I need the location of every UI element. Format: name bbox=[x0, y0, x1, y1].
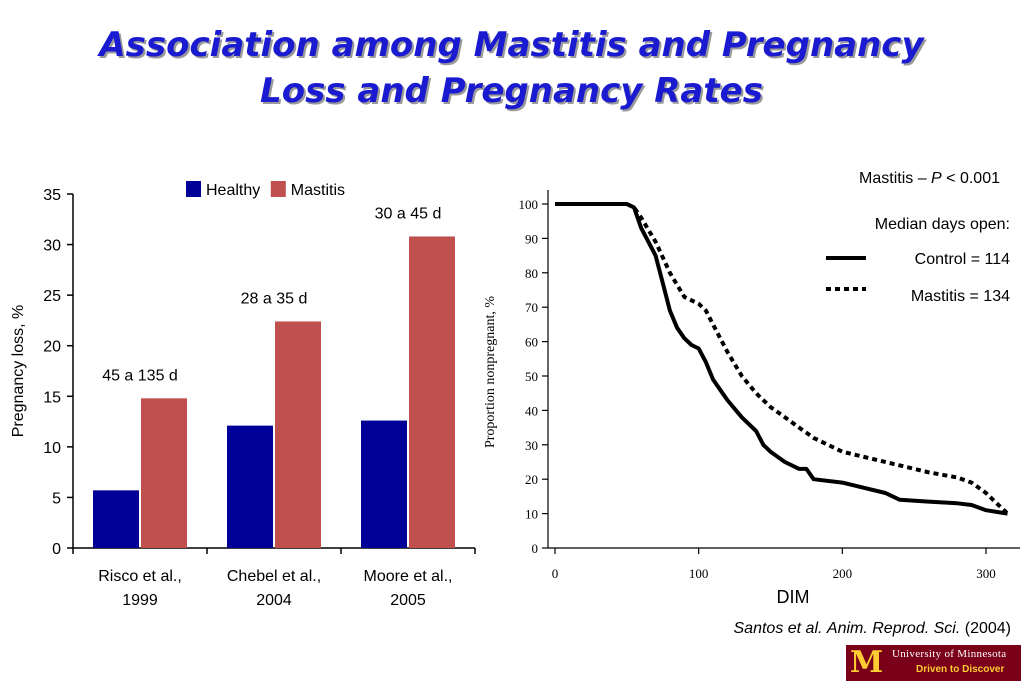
stat-label: Mastitis – P < 0.001 bbox=[859, 170, 1000, 187]
bar-mastitis bbox=[141, 398, 187, 548]
legend-swatch-mastitis bbox=[270, 181, 286, 197]
line-y-tick-label: 50 bbox=[525, 369, 538, 384]
citation-journal: Anim. Reprod. Sci. bbox=[826, 620, 961, 637]
line-x-tick-label: 100 bbox=[689, 566, 709, 581]
university-logo: M University of Minnesota Driven to Disc… bbox=[846, 645, 1021, 681]
bar-category-label: 1999 bbox=[122, 592, 158, 609]
bar-healthy bbox=[93, 490, 139, 548]
bar-y-tick-label: 25 bbox=[43, 288, 61, 305]
legend-label-control: Control = 114 bbox=[915, 251, 1010, 268]
bar-healthy bbox=[361, 420, 407, 548]
bar-category-label: 2005 bbox=[390, 592, 426, 609]
bar-y-tick-label: 35 bbox=[43, 187, 61, 204]
line-y-tick-label: 100 bbox=[519, 197, 539, 212]
bar-healthy bbox=[227, 425, 273, 548]
bar-annotation: 45 a 135 d bbox=[102, 367, 178, 384]
bar-y-tick-label: 15 bbox=[43, 389, 61, 406]
logo-university-name: University of Minnesota bbox=[892, 648, 1007, 660]
bar-y-tick-label: 20 bbox=[43, 339, 61, 356]
line-y-tick-label: 80 bbox=[525, 266, 538, 281]
line-y-tick-label: 0 bbox=[532, 541, 539, 556]
legend-label-mastitis: Mastitis = 134 bbox=[911, 288, 1010, 305]
line-x-tick-label: 200 bbox=[833, 566, 853, 581]
legend-swatch-healthy bbox=[186, 181, 201, 197]
line-y-tick-label: 60 bbox=[525, 335, 538, 350]
line-y-tick-label: 20 bbox=[525, 472, 538, 487]
slide-title: Association among Mastitis and Pregnancy… bbox=[0, 22, 1023, 114]
bar-annotation: 30 a 45 d bbox=[375, 205, 442, 222]
logo-mark: M bbox=[850, 645, 884, 680]
bar-y-tick-label: 0 bbox=[52, 541, 61, 558]
slide-title-line-2: Loss and Pregnancy Rates bbox=[260, 71, 763, 111]
line-x-axis-label: DIM bbox=[777, 587, 810, 607]
line-y-tick-label: 90 bbox=[525, 231, 538, 246]
line-y-tick-label: 70 bbox=[525, 300, 538, 315]
citation-authors: Santos et al. bbox=[733, 620, 823, 637]
bar-annotation: 28 a 35 d bbox=[241, 290, 308, 307]
line-x-tick-label: 300 bbox=[976, 566, 996, 581]
logo-tagline: Driven to Discover bbox=[916, 664, 1005, 675]
legend-label-mastitis: Mastitis bbox=[291, 182, 345, 199]
line-series-mastitis bbox=[555, 202, 1009, 516]
line-y-tick-label: 40 bbox=[525, 403, 538, 418]
bar-y-tick-label: 30 bbox=[43, 238, 61, 255]
bar-category-label: Chebel et al., bbox=[227, 568, 321, 585]
line-y-tick-label: 10 bbox=[525, 507, 538, 522]
line-x-tick-label: 0 bbox=[552, 566, 559, 581]
legend-label-healthy: Healthy bbox=[206, 182, 260, 199]
slide-title-line-1: Association among Mastitis and Pregnancy bbox=[99, 25, 924, 65]
line-legend-title: Median days open: bbox=[875, 216, 1010, 233]
bar-category-label: Risco et al., bbox=[98, 568, 182, 585]
line-y-tick-label: 30 bbox=[525, 438, 538, 453]
bar-y-tick-label: 10 bbox=[43, 440, 61, 457]
bar-category-label: 2004 bbox=[256, 592, 292, 609]
bar-mastitis bbox=[409, 236, 455, 549]
bar-mastitis bbox=[275, 321, 321, 548]
line-series-control bbox=[555, 202, 1008, 516]
bar-y-tick-label: 5 bbox=[52, 490, 61, 507]
citation-year: (2004) bbox=[964, 620, 1011, 637]
bar-y-axis-label: Pregnancy loss, % bbox=[10, 305, 27, 438]
citation: Santos et al. Anim. Reprod. Sci. (2004) bbox=[734, 620, 1012, 638]
bar-category-label: Moore et al., bbox=[364, 568, 453, 585]
line-y-axis-label: Proportion nonpregnant, % bbox=[483, 296, 498, 448]
